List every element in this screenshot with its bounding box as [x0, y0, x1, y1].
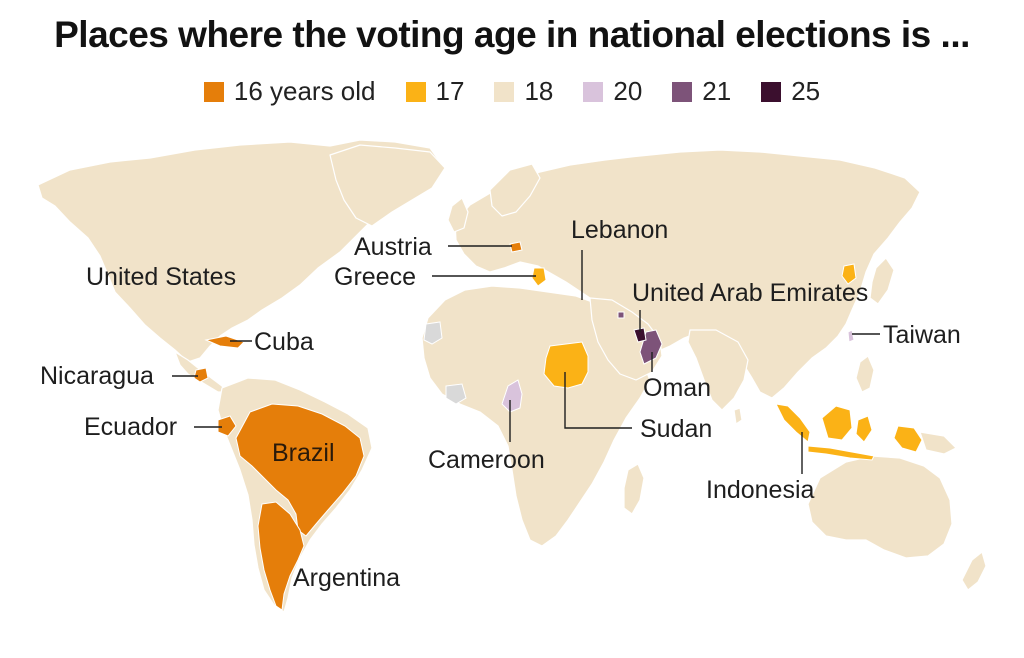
age16-layer: [193, 241, 523, 611]
legend-item-25: 25: [761, 76, 820, 107]
leader-lines: [172, 245, 880, 474]
legend-swatch-20: [583, 81, 604, 102]
legend-item-17: 17: [405, 76, 465, 107]
indonesia-borneo: [821, 405, 853, 441]
legend-item-21: 21: [672, 76, 731, 107]
india: [687, 329, 749, 411]
label-united-states: United States: [86, 263, 236, 291]
philippines: [855, 355, 875, 393]
sudan-leader: [564, 372, 632, 429]
argentina-shape: [257, 501, 305, 611]
indonesia-sumatra: [775, 403, 811, 443]
label-indonesia: Indonesia: [706, 476, 815, 504]
taiwan-shape: [847, 329, 855, 343]
africa: [421, 285, 651, 547]
new-guinea-east: [919, 431, 957, 455]
legend-label-17: 17: [435, 76, 465, 106]
legend-label-21: 21: [702, 76, 732, 106]
indonesia-papua: [893, 425, 923, 453]
sri-lanka: [733, 407, 743, 425]
label-lebanon: Lebanon: [571, 216, 668, 244]
greenland: [329, 144, 446, 227]
new-zealand: [961, 551, 987, 591]
greece-shape: [531, 267, 547, 287]
legend-swatch-16: [203, 81, 224, 102]
label-cameroon: Cameroon: [428, 446, 545, 474]
british-isles: [447, 197, 469, 233]
cameroon-shape: [501, 379, 523, 413]
label-oman: Oman: [643, 374, 711, 402]
legend-label-16: 16 years old: [233, 76, 376, 106]
label-uae: United Arab Emirates: [632, 279, 868, 307]
label-austria: Austria: [354, 233, 432, 261]
label-ecuador: Ecuador: [84, 413, 177, 441]
label-greece: Greece: [334, 263, 416, 291]
map-title: Places where the voting age in national …: [54, 14, 970, 55]
label-cuba: Cuba: [254, 328, 314, 356]
brazil-shape: [235, 403, 365, 537]
label-brazil: Brazil: [272, 439, 335, 467]
legend-item-20: 20: [583, 76, 642, 107]
legend-label-18: 18: [524, 76, 554, 106]
legend-swatch-25: [761, 81, 782, 102]
legend: 16 years old 17 18 20 21 25: [0, 76, 1024, 107]
legend-swatch-17: [405, 81, 426, 102]
kuwait-shape: [617, 311, 625, 319]
nodata-layer: [423, 321, 467, 405]
legend-item-18: 18: [494, 76, 553, 107]
legend-label-25: 25: [791, 76, 821, 106]
scandinavia: [489, 163, 541, 217]
label-taiwan: Taiwan: [883, 321, 961, 349]
western-sahara: [423, 321, 443, 345]
cuba-shape: [204, 335, 245, 349]
gabon-region: [445, 383, 467, 405]
legend-label-20: 20: [613, 76, 643, 106]
north-korea-shape: [841, 263, 857, 285]
madagascar: [623, 463, 645, 515]
austria-shape: [509, 241, 523, 253]
legend-swatch-18: [494, 81, 515, 102]
label-sudan: Sudan: [640, 415, 712, 443]
indonesia-sulawesi: [855, 415, 873, 443]
eurasia: [454, 149, 921, 399]
sudan-shape: [543, 341, 589, 389]
label-argentina: Argentina: [293, 564, 400, 592]
indonesia-java: [807, 445, 875, 461]
australia: [807, 455, 953, 559]
label-nicaragua: Nicaragua: [40, 362, 154, 390]
country-labels: United States Cuba Nicaragua Ecuador Bra…: [40, 216, 961, 592]
north-america: [37, 139, 441, 363]
ecuador-shape: [217, 415, 237, 437]
age20-layer: [501, 329, 855, 413]
legend-swatch-21: [672, 81, 693, 102]
japan: [869, 257, 895, 305]
legend-item-16: 16 years old: [203, 76, 376, 107]
